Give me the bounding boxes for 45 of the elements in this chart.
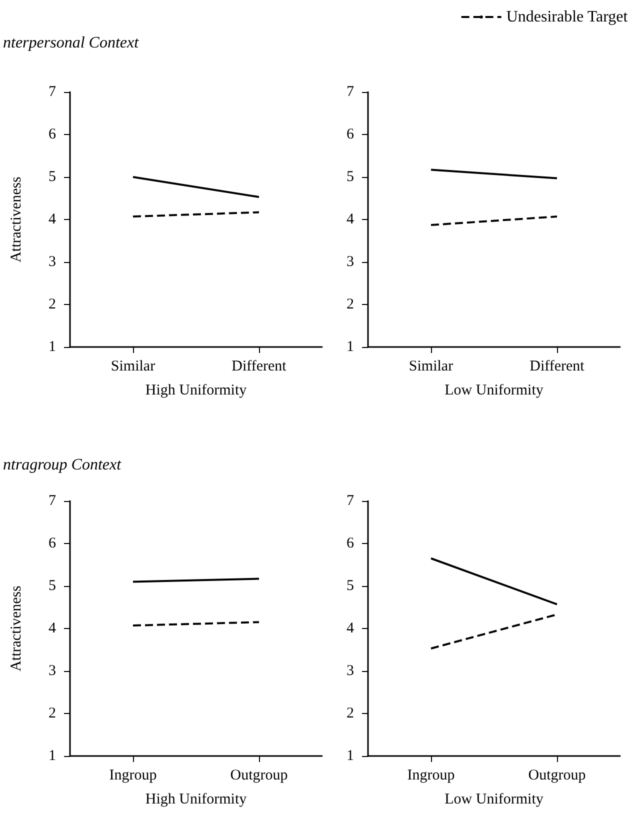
y-tick-label: 7: [48, 493, 56, 509]
y-tick-label: 7: [346, 84, 354, 100]
y-tick-label: 6: [48, 126, 56, 142]
x-tick-label: Ingroup: [407, 768, 455, 784]
y-tick-label: 4: [346, 212, 354, 228]
x-tick-label: Outgroup: [528, 768, 586, 784]
chart-title: nterpersonal Context: [3, 34, 140, 52]
y-tick-label: 2: [48, 296, 56, 312]
y-tick-label: 5: [48, 169, 56, 185]
y-tick-label: 7: [346, 493, 354, 509]
y-tick-label: 1: [48, 339, 56, 355]
y-tick-label: 1: [346, 748, 354, 764]
x-tick-label: Different: [530, 358, 586, 374]
x-tick-label: Outgroup: [230, 768, 288, 784]
y-tick-label: 5: [48, 578, 56, 594]
legend-label: Undesirable Target: [506, 8, 628, 26]
y-axis-title: Attractiveness: [8, 585, 24, 672]
y-tick-label: 2: [346, 296, 354, 312]
y-tick-label: 5: [346, 169, 354, 185]
y-tick-label: 6: [48, 536, 56, 552]
x-tick-label: Different: [232, 358, 288, 374]
x-axis-title: High Uniformity: [145, 792, 248, 808]
y-tick-label: 2: [48, 706, 56, 722]
y-tick-label: 3: [48, 663, 56, 679]
y-tick-label: 1: [48, 748, 56, 764]
y-tick-label: 4: [48, 620, 56, 636]
x-axis-title: High Uniformity: [145, 382, 248, 398]
y-tick-label: 6: [346, 126, 354, 142]
y-tick-label: 7: [48, 84, 56, 100]
y-tick-label: 3: [346, 254, 354, 270]
x-axis-title: Low Uniformity: [444, 382, 544, 398]
y-tick-label: 4: [48, 212, 56, 228]
y-tick-label: 4: [346, 620, 354, 636]
y-axis-title: Attractiveness: [8, 176, 24, 262]
y-tick-label: 3: [48, 254, 56, 270]
x-tick-label: Ingroup: [109, 768, 157, 784]
y-tick-label: 6: [346, 536, 354, 552]
x-axis-title: Low Uniformity: [444, 792, 544, 808]
y-tick-label: 1: [346, 339, 354, 355]
y-tick-label: 3: [346, 663, 354, 679]
y-tick-label: 5: [346, 578, 354, 594]
x-tick-label: Similar: [110, 358, 156, 374]
chart-title: ntragroup Context: [3, 456, 122, 474]
y-tick-label: 2: [346, 706, 354, 722]
x-tick-label: Similar: [408, 358, 454, 374]
